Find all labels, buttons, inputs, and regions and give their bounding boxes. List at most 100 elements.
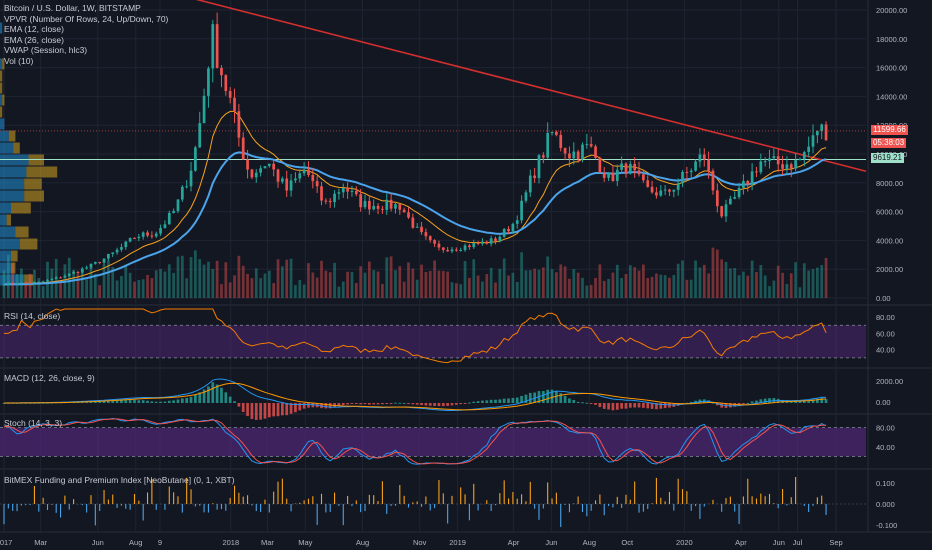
macd-histogram-bar bbox=[359, 403, 363, 405]
volume-bar bbox=[146, 274, 149, 298]
symbol-title[interactable]: Bitcoin / U.S. Dollar, 1W, BITSTAMP bbox=[4, 3, 141, 13]
x-tick-label: Apr bbox=[508, 538, 520, 547]
macd-histogram-bar bbox=[254, 403, 258, 420]
candle-body bbox=[742, 180, 745, 188]
volume-bar bbox=[285, 259, 289, 298]
candle-body bbox=[698, 154, 702, 162]
candle-body bbox=[289, 180, 293, 191]
candles bbox=[2, 12, 828, 286]
volume-bar bbox=[315, 277, 319, 298]
candle-body bbox=[180, 186, 184, 200]
indicator-vwap[interactable]: VWAP (Session, hlc3) bbox=[4, 45, 88, 55]
macd-histogram-bar bbox=[381, 403, 384, 405]
candle-body bbox=[363, 200, 367, 208]
candle-body bbox=[663, 189, 667, 191]
vpvr-row-up bbox=[0, 154, 29, 166]
candle-body bbox=[507, 228, 510, 232]
candle-body bbox=[381, 208, 384, 210]
volume-bar bbox=[585, 285, 589, 298]
macd-histogram-bar bbox=[341, 403, 345, 406]
candle-body bbox=[285, 178, 289, 191]
volume-bar bbox=[794, 262, 797, 298]
volume-bar bbox=[650, 276, 654, 298]
volume-bar bbox=[642, 264, 645, 298]
indicator-vol[interactable]: Vol (10) bbox=[4, 55, 34, 66]
volume-bar bbox=[772, 280, 776, 298]
candle-body bbox=[750, 171, 754, 185]
candle-body bbox=[724, 204, 728, 217]
volume-bar bbox=[276, 259, 280, 298]
volume-bar bbox=[437, 270, 441, 298]
volume-bar bbox=[676, 263, 680, 298]
macd-histogram-bar bbox=[589, 403, 593, 404]
macd-histogram-bar bbox=[259, 403, 262, 420]
volume-bar bbox=[489, 267, 493, 298]
price-tick-label: 14000.00 bbox=[876, 92, 907, 101]
macd-histogram-bar bbox=[241, 403, 245, 412]
candle-body bbox=[415, 226, 419, 228]
candle-body bbox=[167, 212, 171, 225]
volume-bar bbox=[598, 264, 602, 298]
volume-bar bbox=[454, 283, 458, 298]
macd-pane-label[interactable]: MACD (12, 26, close, 9) bbox=[4, 373, 95, 383]
macd-histogram-bar bbox=[328, 403, 332, 409]
macd-histogram-bar bbox=[267, 403, 271, 418]
volume-bar bbox=[541, 267, 545, 298]
volume-bar bbox=[324, 270, 328, 298]
candle-body bbox=[85, 267, 88, 269]
vpvr-profile bbox=[0, 22, 58, 286]
indicator-vpvr[interactable]: VPVR (Number Of Rows, 24, Up/Down, 70) bbox=[4, 13, 169, 24]
macd-histogram-bar bbox=[459, 403, 463, 405]
volume-bar bbox=[289, 258, 293, 298]
volume-bar bbox=[402, 281, 406, 298]
vpvr-row-down bbox=[28, 154, 44, 166]
funding-tick-label: 0.100 bbox=[876, 479, 895, 488]
vpvr-row-up bbox=[0, 226, 16, 238]
macd-histogram-bar bbox=[541, 391, 545, 403]
vpvr-row-up bbox=[0, 118, 5, 130]
candle-body bbox=[528, 175, 532, 193]
indicator-ema26[interactable]: EMA (26, close) bbox=[4, 34, 64, 45]
macd-histogram-bar bbox=[485, 400, 489, 403]
macd-histogram-bar bbox=[655, 403, 658, 410]
volume-bar bbox=[128, 272, 132, 298]
volume-bar bbox=[663, 275, 667, 298]
candle-body bbox=[520, 200, 523, 221]
volume-bar bbox=[763, 275, 767, 298]
volume-bar bbox=[272, 283, 276, 298]
candle-body bbox=[259, 168, 262, 173]
vpvr-row-up bbox=[0, 22, 3, 34]
volume-bar bbox=[524, 270, 528, 298]
volume-bar bbox=[746, 275, 750, 298]
candle-body bbox=[541, 155, 545, 158]
candle-body bbox=[194, 147, 197, 171]
vpvr-row-up bbox=[0, 190, 25, 202]
macd-histogram-bar bbox=[594, 403, 597, 405]
candle-body bbox=[63, 275, 67, 278]
volume-bar bbox=[376, 271, 380, 298]
candle-body bbox=[407, 212, 410, 218]
volume-bar bbox=[333, 262, 336, 298]
rsi-pane-label[interactable]: RSI (14, close) bbox=[4, 311, 61, 321]
macd-histogram-bar bbox=[141, 400, 145, 403]
volume-bar bbox=[655, 273, 658, 298]
funding-pane-label[interactable]: BitMEX Funding and Premium Index [NeoBut… bbox=[4, 475, 235, 485]
x-tick-label: May bbox=[298, 538, 312, 547]
indicator-ema12[interactable]: EMA (12, close) bbox=[4, 24, 64, 34]
volume-bar bbox=[281, 266, 284, 298]
macd-histogram-bar bbox=[276, 403, 280, 417]
ema26-line bbox=[3, 151, 827, 286]
volume-bar bbox=[85, 279, 88, 298]
volume-bar bbox=[198, 259, 202, 298]
vpvr-row-up bbox=[0, 166, 27, 178]
volume-bar bbox=[263, 273, 267, 298]
candle-body bbox=[468, 245, 471, 248]
macd-histogram-bar bbox=[163, 401, 167, 403]
macd-histogram-bar bbox=[528, 392, 532, 403]
candle-body bbox=[76, 271, 80, 273]
stoch-pane-label[interactable]: Stoch (14, 3, 3) bbox=[4, 418, 63, 428]
vpvr-row-down bbox=[11, 262, 16, 274]
candle-body bbox=[494, 238, 497, 242]
volume-bar bbox=[446, 271, 450, 298]
